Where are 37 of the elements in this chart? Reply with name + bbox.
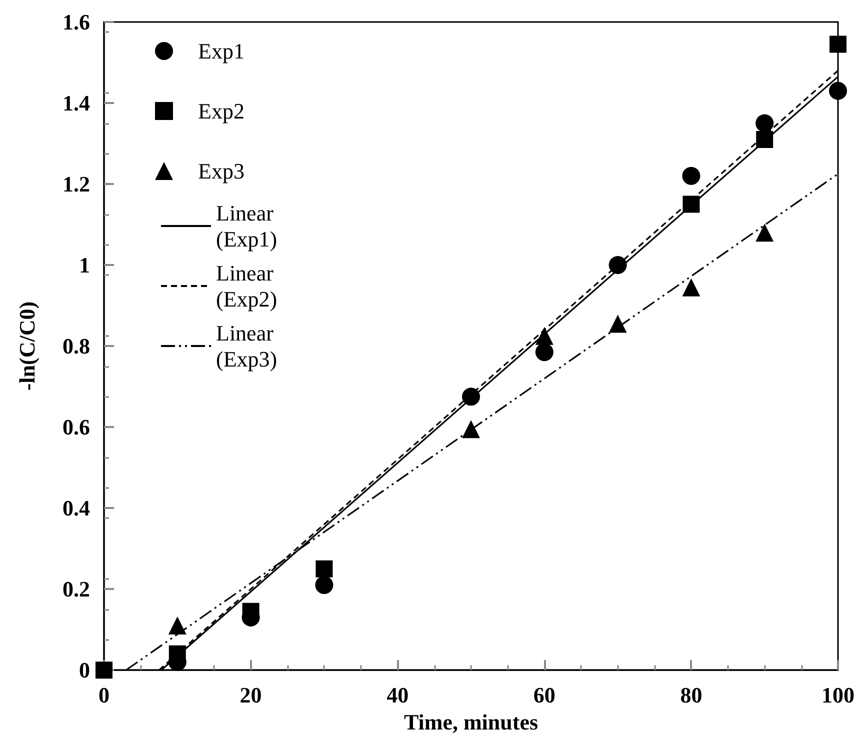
point (315, 576, 334, 594)
point (96, 662, 112, 679)
x-axis-title: Time, minutes (404, 710, 538, 734)
x-tick-label: 60 (533, 682, 556, 708)
point (756, 114, 774, 132)
point (242, 602, 260, 620)
point (168, 616, 186, 635)
point (316, 560, 333, 578)
x-tick-label: 20 (240, 682, 262, 708)
y-tick-label: 1.2 (62, 172, 90, 197)
legend-label: Linear (Exp2) (216, 260, 278, 312)
x-tick-label: 100 (822, 682, 854, 708)
y-tick-label: 0.8 (62, 334, 90, 359)
legend-label: Linear (Exp3) (216, 320, 278, 372)
y-tick-label: 0 (79, 658, 90, 683)
y-axis-title: -ln(C/C0) (14, 301, 40, 391)
legend-label: Exp2 (198, 98, 244, 124)
point (829, 82, 847, 100)
y-tick-label: 0.4 (62, 496, 90, 521)
point (682, 166, 700, 185)
point (462, 420, 480, 438)
y-tick-label: 1 (79, 252, 90, 278)
legend-label: Exp3 (198, 158, 244, 184)
x-tick-label: 80 (680, 682, 702, 708)
y-tick-label: 1.6 (62, 10, 90, 34)
legend-label: Exp1 (198, 38, 244, 64)
x-tick-label: 40 (386, 682, 409, 708)
point (535, 343, 554, 362)
point (830, 36, 846, 53)
point (608, 314, 627, 333)
y-tick-label: 1.4 (62, 90, 90, 116)
legend-label: Linear (Exp1) (216, 200, 278, 252)
y-tick-label: 0.2 (62, 576, 90, 602)
y-tick-label: 0.6 (62, 414, 90, 440)
point (756, 224, 774, 242)
point (682, 278, 700, 296)
x-tick-label: 0 (98, 682, 110, 708)
